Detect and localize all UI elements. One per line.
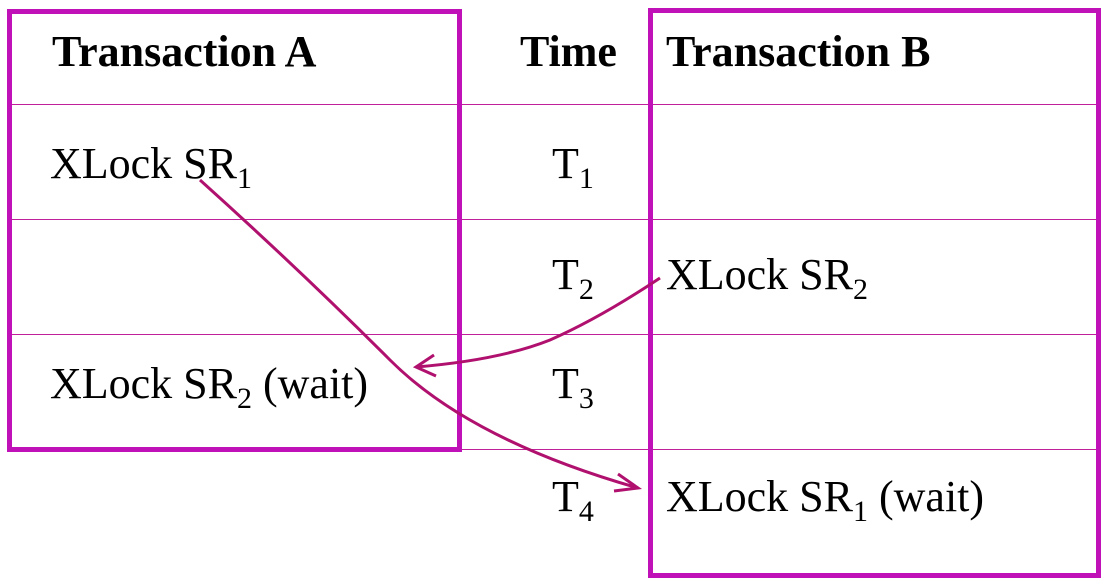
b-cell-row2: XLock SR2 — [666, 250, 868, 306]
time-cell-t4: T4 — [552, 472, 594, 528]
a-cell-row3: XLock SR2 (wait) — [50, 359, 369, 415]
header-transaction-b: Transaction B — [666, 27, 931, 76]
arrow-a-to-b-head — [613, 472, 643, 493]
row-divider — [10, 104, 1100, 105]
transaction-a-box — [7, 9, 462, 452]
transaction-b-box — [648, 8, 1101, 578]
arrow-a-to-b — [198, 178, 639, 490]
header-transaction-a: Transaction A — [52, 27, 317, 76]
header-time: Time — [520, 27, 617, 76]
a-cell-row1: XLock SR1 — [50, 139, 252, 195]
time-cell-t3: T3 — [552, 359, 594, 415]
arrow-b-to-a-head — [412, 353, 437, 378]
row-divider — [10, 219, 1100, 220]
arrow-b-to-a — [415, 276, 661, 369]
row-divider — [462, 449, 1100, 450]
row-divider — [10, 334, 1100, 335]
time-cell-t2: T2 — [552, 250, 594, 306]
time-cell-t1: T1 — [552, 139, 594, 195]
b-cell-row4: XLock SR1 (wait) — [666, 472, 985, 528]
